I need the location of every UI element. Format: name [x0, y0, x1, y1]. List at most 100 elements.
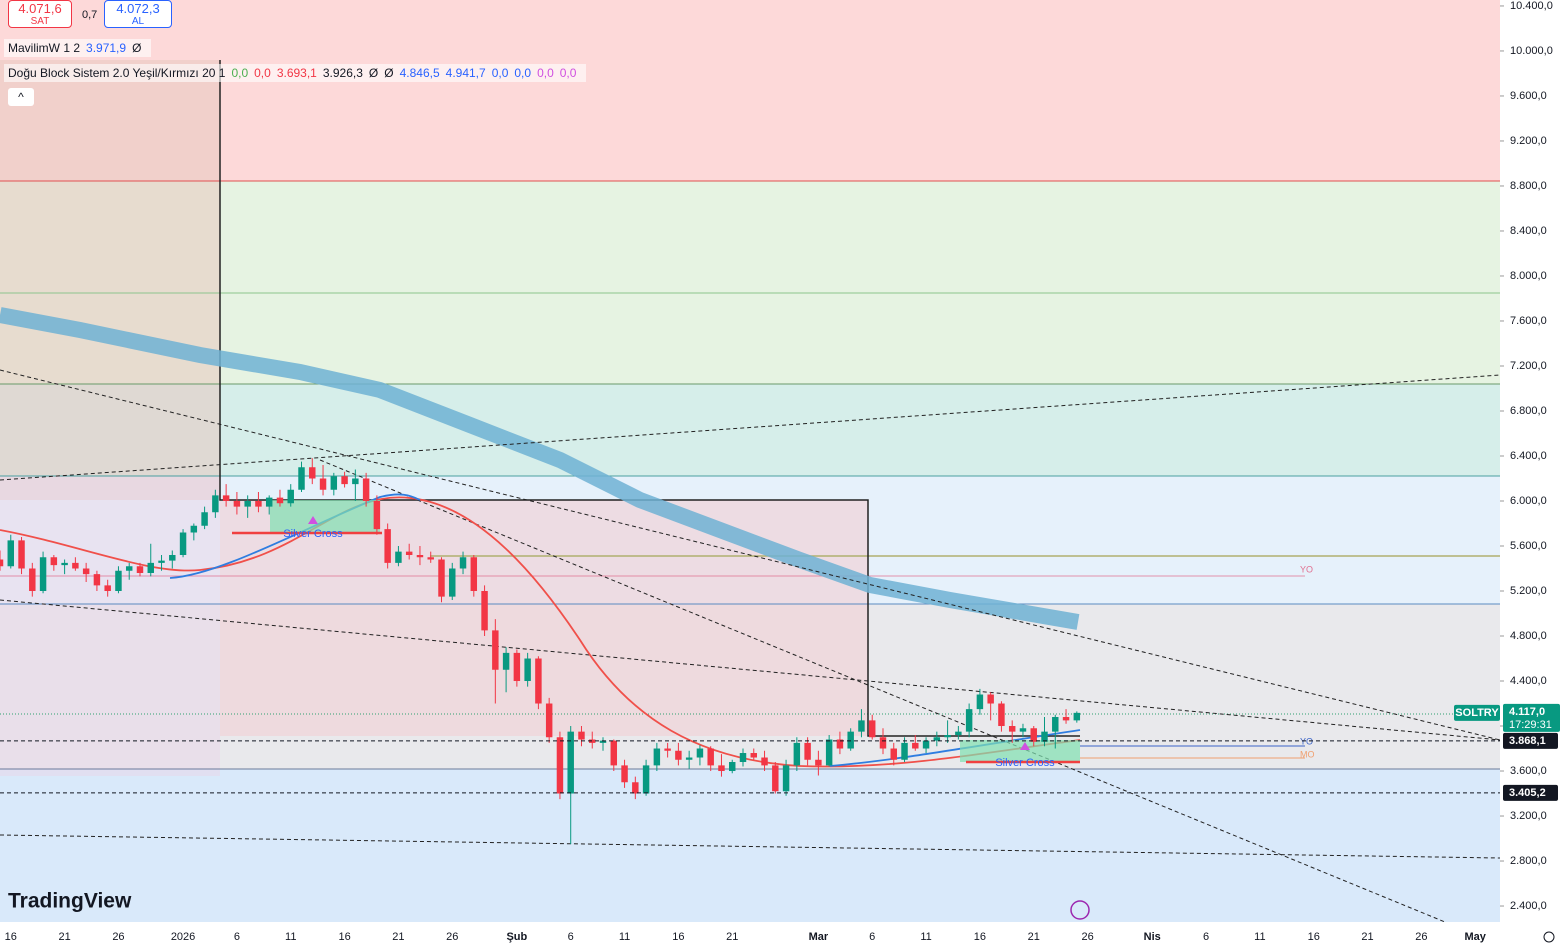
- candle-body: [104, 585, 111, 592]
- candle-body: [416, 555, 424, 558]
- x-tick-label: 11: [285, 931, 296, 943]
- candle-body: [309, 467, 316, 479]
- zone-green: [0, 181, 1500, 384]
- x-tick-label: 26: [446, 931, 458, 943]
- indicator-value: 0,0: [231, 66, 249, 80]
- buy-button[interactable]: 4.072,3 AL: [104, 0, 172, 28]
- candle-body: [685, 757, 693, 760]
- candle-body: [782, 765, 790, 792]
- indicator-value: 0,0: [254, 66, 271, 80]
- candle-body: [868, 720, 876, 738]
- buy-label: AL: [131, 16, 145, 27]
- candle-body: [438, 559, 445, 597]
- x-tick-label: 11: [920, 931, 931, 943]
- indicator-value: Ø: [384, 66, 394, 80]
- x-tick-label: 6: [1203, 931, 1209, 943]
- annotation: Silver Cross: [283, 528, 343, 540]
- candle-body: [29, 568, 36, 592]
- x-tick-label: 21: [392, 931, 404, 943]
- x-tick-label: May: [1465, 931, 1487, 943]
- x-tick-label: 26: [1415, 931, 1427, 943]
- indicator-value: 3.926,3: [322, 66, 363, 80]
- candle-body: [169, 555, 176, 561]
- settings-icon[interactable]: [1543, 931, 1555, 943]
- candle-body: [319, 478, 327, 490]
- candle-body: [707, 748, 714, 766]
- box-shade: [0, 476, 220, 776]
- candle-body: [362, 478, 370, 501]
- candle-body: [621, 765, 628, 783]
- candle-body: [879, 737, 887, 749]
- candle-body: [427, 557, 434, 560]
- candle-body: [7, 540, 14, 567]
- price-tag-label: 4.117,0: [1509, 706, 1545, 718]
- x-tick-label: 11: [619, 931, 630, 943]
- candle-body: [179, 532, 187, 556]
- x-tick-label: 16: [5, 931, 17, 943]
- candle-body: [815, 759, 822, 766]
- candle-body: [39, 557, 47, 592]
- candle-body: [265, 497, 273, 507]
- candle-body: [125, 566, 133, 571]
- sell-button[interactable]: 4.071,6 SAT: [8, 0, 72, 28]
- candle-body: [449, 568, 456, 597]
- candle-body: [287, 489, 294, 504]
- indicator-value: 4.846,5: [399, 66, 440, 80]
- candle-body: [190, 525, 198, 533]
- candle-body: [1019, 728, 1027, 732]
- y-tick-label: 6.400,0: [1510, 450, 1547, 462]
- annotation: MO: [1300, 749, 1315, 759]
- x-tick-label: 21: [58, 931, 70, 943]
- candle-body: [1052, 717, 1059, 732]
- y-tick-label: 2.400,0: [1510, 900, 1547, 912]
- indicator-name: MavilimW 1 2: [8, 41, 81, 55]
- signal-box: [960, 740, 1080, 762]
- candle-body: [1008, 726, 1016, 732]
- candle-body: [341, 476, 348, 485]
- y-tick-label: 10.400,0: [1510, 0, 1553, 12]
- indicator-value: 0,0: [537, 66, 554, 80]
- levels-decor: [0, 60, 1501, 923]
- indicator-row: Doğu Block Sistem 2.0 Yeşil/Kırmızı 20 1…: [4, 64, 587, 82]
- trend-line: [0, 834, 1501, 859]
- candle-body: [0, 559, 4, 567]
- lightning-icon[interactable]: [1070, 900, 1090, 920]
- candle-body: [804, 742, 811, 760]
- candle-body: [750, 753, 757, 758]
- candle-body: [1062, 717, 1070, 721]
- candle-body: [72, 562, 79, 569]
- zone-teal: [0, 384, 1500, 476]
- candle-body: [976, 694, 984, 710]
- trend-line: [0, 374, 1501, 481]
- candle-body: [93, 574, 101, 586]
- candle-body: [610, 740, 618, 766]
- x-tick-label: 6: [568, 931, 574, 943]
- candle-body: [1041, 731, 1048, 742]
- x-tick-label: 26: [1081, 931, 1093, 943]
- candle-body: [836, 739, 844, 749]
- candle-body: [233, 500, 241, 507]
- signal-box: [270, 500, 380, 533]
- candle-body: [201, 512, 208, 526]
- candle-body: [589, 739, 596, 743]
- annotation: YO: [1300, 736, 1313, 746]
- x-tick-label: 6: [869, 931, 875, 943]
- x-tick-label: 2026: [171, 931, 195, 943]
- collapse-button[interactable]: ^: [8, 88, 34, 106]
- candle-body: [696, 748, 704, 758]
- y-tick-label: 2.800,0: [1510, 855, 1547, 867]
- indicator-value: 0,0: [514, 66, 532, 80]
- y-tick-label: 9.200,0: [1510, 135, 1547, 147]
- candle-body: [955, 731, 962, 736]
- candle-body: [244, 500, 251, 507]
- candle-body: [136, 566, 144, 574]
- candle-body: [330, 476, 338, 490]
- box-shade: [0, 60, 220, 500]
- annotation: Silver Cross: [995, 757, 1055, 769]
- x-tick-label: 16: [672, 931, 684, 943]
- candle-body: [718, 765, 725, 772]
- candle-body: [653, 748, 661, 766]
- symbol-tag: [1454, 704, 1500, 721]
- candle-body: [998, 703, 1005, 727]
